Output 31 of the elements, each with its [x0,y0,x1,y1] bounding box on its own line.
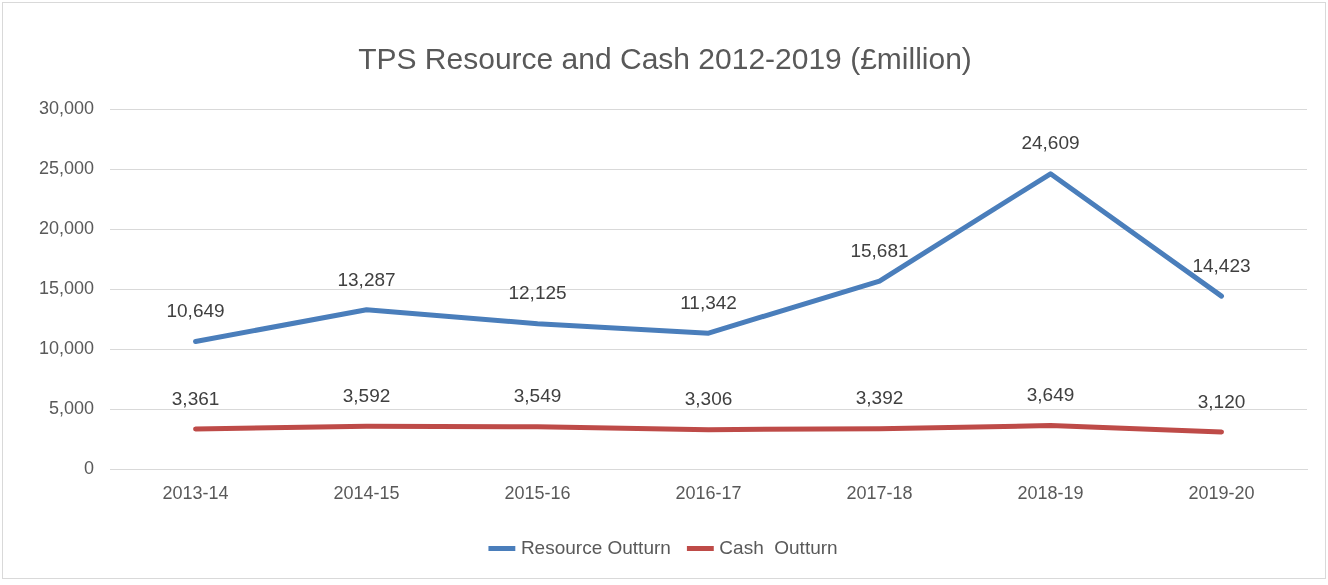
x-tick-label: 2013-14 [162,483,229,504]
y-tick-label: 20,000 [38,218,95,239]
data-label: 24,609 [1021,132,1080,154]
y-tick-label: 30,000 [38,97,95,118]
data-label: 3,306 [684,388,733,410]
y-tick-label: 15,000 [38,278,95,299]
chart-title: TPS Resource and Cash 2012-2019 (£million) [358,42,972,76]
x-tick-label: 2016-17 [675,483,742,504]
data-label: 13,287 [337,268,396,290]
data-label: 3,120 [1197,390,1246,412]
y-tick-label: 5,000 [49,398,95,419]
y-tick-label: 0 [84,458,95,479]
data-label: 15,681 [850,239,909,261]
x-tick-label: 2015-16 [504,483,571,504]
y-tick-label: 25,000 [38,158,95,179]
legend-label: Resource Outturn [520,536,671,558]
data-label: 3,361 [171,387,220,409]
data-label: 10,649 [166,300,225,322]
data-label: 3,592 [342,384,391,406]
x-tick-label: 2014-15 [333,483,400,504]
x-tick-label: 2017-18 [846,483,913,504]
data-label: 12,125 [508,282,567,304]
x-tick-label: 2018-19 [1017,483,1084,504]
legend-label: Cash Outturn [719,536,838,558]
data-label: 11,342 [680,291,737,313]
data-label: 3,649 [1026,384,1075,406]
data-label: 3,549 [513,385,562,407]
data-label: 14,423 [1192,254,1251,276]
data-label: 3,392 [855,387,904,409]
y-tick-label: 10,000 [38,338,95,359]
x-tick-label: 2019-20 [1188,483,1255,504]
